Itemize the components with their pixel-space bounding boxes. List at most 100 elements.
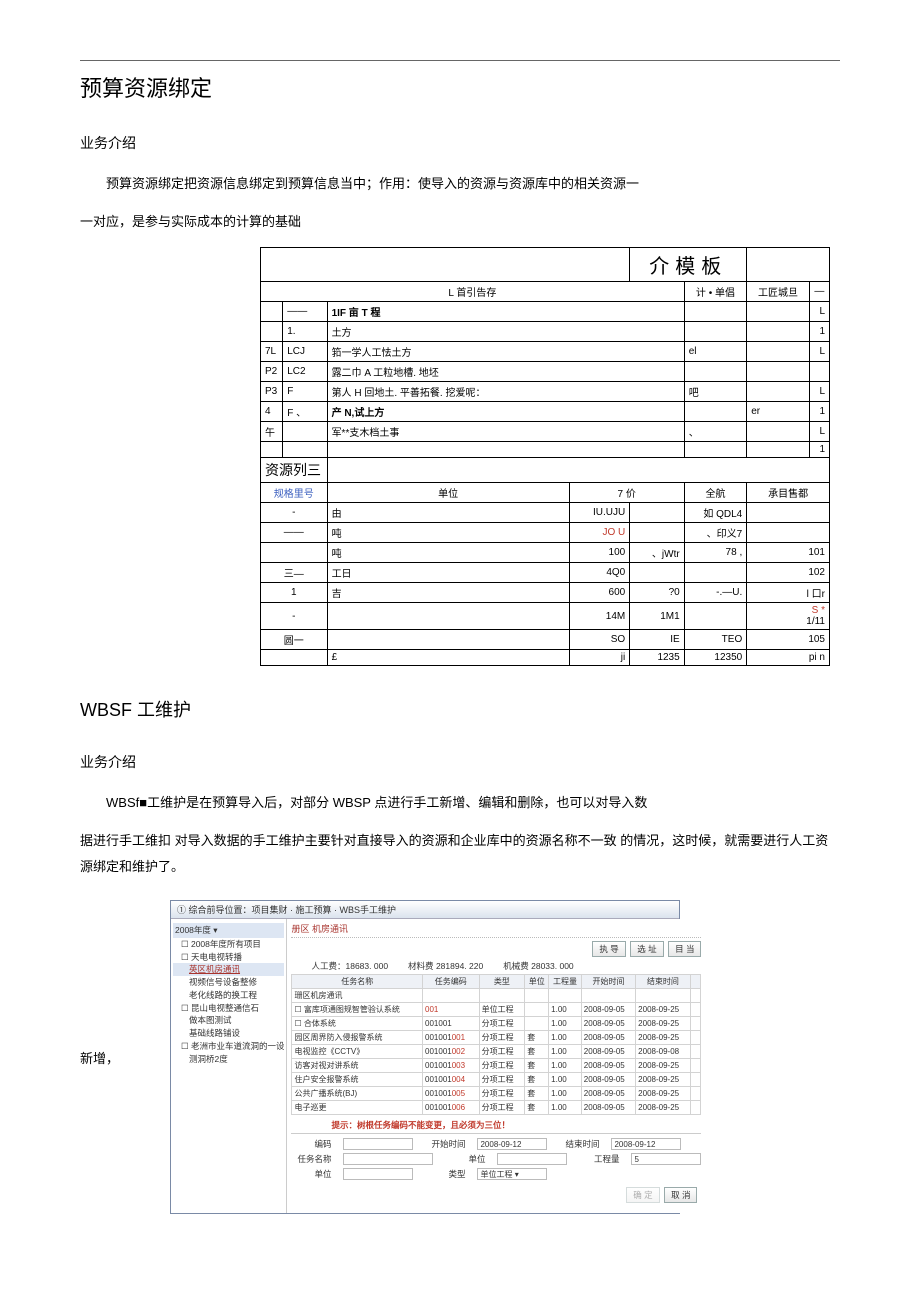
subheading-intro-2: 业务介绍 xyxy=(80,752,840,772)
field-code[interactable] xyxy=(343,1138,413,1150)
field-end[interactable]: 2008-09-12 xyxy=(611,1138,681,1150)
grid-col-header: 工程量 xyxy=(549,975,582,989)
project-tree[interactable]: 2008年度 ▾ ☐ 2008年度所有项目☐ 天电电视转播英区机房通讯视频信号设… xyxy=(171,919,287,1213)
lbl-qty: 工程量 xyxy=(579,1153,619,1165)
hdr2-cy: 承目售都 xyxy=(747,483,830,503)
hdr-unit: 计 • 单倡 xyxy=(684,282,747,302)
toolbar: 执 导 选 址 目 当 xyxy=(291,941,701,957)
btn-ok[interactable]: 确 定 xyxy=(626,1187,659,1203)
lbl-unit: 单位 xyxy=(445,1153,485,1165)
table-row: 4 F 、 产 N,试上方 er 1 xyxy=(261,402,830,422)
lbl-name: 任务名称 xyxy=(291,1153,331,1165)
grid-col-header: 任务名称 xyxy=(292,975,423,989)
table-row: 吨 100 、jWtr 78 , 101 xyxy=(261,543,830,563)
tree-item[interactable]: 英区机房通讯 xyxy=(173,963,284,976)
tree-item[interactable]: 基础线路铺设 xyxy=(173,1027,284,1040)
para-1b: 一对应，是参与实际成本的计算的基础 xyxy=(80,209,840,235)
edit-form: 编码 开始时间 2008-09-12 结束时间 2008-09-12 任务名称 单位… xyxy=(291,1133,701,1180)
lbl-code: 编码 xyxy=(291,1138,331,1150)
table-row: 7L LCJ 筘一学人工怯土方 el L xyxy=(261,342,830,362)
table-row: 三— 工日 4Q0 102 xyxy=(261,563,830,583)
grid-row[interactable]: 住户安全报警系统001001004分项工程套1.002008-09-052008… xyxy=(292,1073,701,1087)
table-row: 1. 土方 1 xyxy=(261,322,830,342)
grid-col-header: 结束时间 xyxy=(636,975,690,989)
field-qty[interactable]: 5 xyxy=(631,1153,701,1165)
field-name[interactable] xyxy=(343,1153,433,1165)
para-1a: 预算资源绑定把资源信息绑定到预算信息当中；作用：使导入的资源与资源库中的相关资源… xyxy=(80,171,840,197)
hdr-mid: L 首引告存 xyxy=(261,282,685,302)
top-rule xyxy=(80,60,840,61)
grid-row[interactable]: 公共广播系统(BJ)001001005分项工程套1.002008-09-0520… xyxy=(292,1087,701,1101)
tree-item[interactable]: ☐ 老洲市业车道流洞的一设 xyxy=(173,1040,284,1053)
table-row: - 由 IU.UJU 如 QDL4 xyxy=(261,503,830,523)
grid-col-header xyxy=(690,975,701,989)
tree-items: ☐ 2008年度所有项目☐ 天电电视转播英区机房通讯视频信号设备整修老化线路的换… xyxy=(173,938,284,1066)
breadcrumb: 册区 机房通讯 xyxy=(291,922,701,938)
tree-item[interactable]: 做本图测试 xyxy=(173,1014,284,1027)
hdr-right: 工匠城旦 xyxy=(747,282,810,302)
add-label: 新增， xyxy=(80,1048,140,1067)
top-rows: —— 1IF 亩 T 程 L 1. 土方 1 7L LCJ 筘一学人工怯土方 e… xyxy=(261,302,830,458)
hdr-dash: — xyxy=(809,282,829,302)
hdr2-price: 7 价 xyxy=(569,483,684,503)
table-row: 1 xyxy=(261,442,830,458)
grid-row[interactable]: 访客对视对讲系统001001003分项工程套1.002008-09-052008… xyxy=(292,1059,701,1073)
grid-col-header: 单位 xyxy=(525,975,549,989)
tree-item[interactable]: ☐ 天电电视转播 xyxy=(173,951,284,964)
field-type[interactable]: 单位工程 ▾ xyxy=(477,1168,547,1180)
table-row: —— 吨 JO U 、印义7 xyxy=(261,523,830,543)
table-row: P3 F 第人 H 回地土. 平善拓餐. 挖爱呢： 吧 L xyxy=(261,382,830,402)
budget-template-table-region: 介模板 L 首引告存 计 • 单倡 工匠城旦 — —— 1IF 亩 T 程 L … xyxy=(260,247,840,666)
grid-row[interactable]: ☐ 合体系统001001分项工程1.002008-09-052008-09-25 xyxy=(292,1017,701,1031)
lbl-u2: 单位 xyxy=(291,1168,331,1180)
grid-row[interactable]: ☐ 富库项通图规智管验认系统001单位工程1.002008-09-052008-… xyxy=(292,1003,701,1017)
field-u2[interactable] xyxy=(343,1168,413,1180)
field-start[interactable]: 2008-09-12 xyxy=(477,1138,547,1150)
btn-2[interactable]: 选 址 xyxy=(630,941,663,957)
cost-stats: 人工费：18683. 000 材料费 281894. 220 机械费 28033… xyxy=(291,960,701,972)
grid-header-row: 任务名称任务编码类型单位工程量开始时间结束时间 xyxy=(292,975,701,989)
heading-budget-binding: 预算资源绑定 xyxy=(80,71,840,103)
table-row: —— 1IF 亩 T 程 L xyxy=(261,302,830,322)
lbl-type: 类型 xyxy=(425,1168,465,1180)
para-2a: WBSf■工维护是在预算导入后，对部分 WBSP 点进行手工新增、编辑和删除，也… xyxy=(80,790,840,816)
para-2b: 据进行手工维扣 对导入数据的手工维护主要针对直接导入的资源和企业库中的资源名称不… xyxy=(80,828,840,880)
hdr2-spec: 规格里号 xyxy=(261,483,328,503)
grid-row[interactable]: 珊区机房通讯 xyxy=(292,989,701,1003)
btn-1[interactable]: 执 导 xyxy=(592,941,625,957)
warning-text: 提示：树根任务编码不能变更，且必须为三位！ xyxy=(331,1119,701,1131)
tree-item[interactable]: 视频信号设备整修 xyxy=(173,976,284,989)
grid-body: 珊区机房通讯☐ 富库项通图规智管验认系统001单位工程1.002008-09-0… xyxy=(292,989,701,1115)
grid-col-header: 任务编码 xyxy=(423,975,480,989)
grid-col-header: 类型 xyxy=(479,975,525,989)
window-title: ① 综合前导位置：项目集财 · 施工预算 · WBS手工维护 xyxy=(171,901,679,919)
subheading-intro-1: 业务介绍 xyxy=(80,133,840,153)
year-selector[interactable]: 2008年度 ▾ xyxy=(173,923,284,938)
grid-row[interactable]: 园区周界防入侵报警系统001001001分项工程套1.002008-09-052… xyxy=(292,1031,701,1045)
tree-item[interactable]: 老化线路的换工程 xyxy=(173,989,284,1002)
table-row: 午 军**支木档土事 、 L xyxy=(261,422,830,442)
heading-wbs: WBSF 工维护 xyxy=(80,696,840,722)
bot-rows: - 由 IU.UJU 如 QDL4 —— 吨 JO U 、印义7 吨 100 、… xyxy=(261,503,830,666)
grid-row[interactable]: 电子巡更001001006分项工程套1.002008-09-052008-09-… xyxy=(292,1101,701,1115)
table-row: £ ji 1235 12350 pi n xyxy=(261,650,830,666)
field-unit[interactable] xyxy=(497,1153,567,1165)
btn-cancel[interactable]: 取 消 xyxy=(664,1187,697,1203)
table-row: - 14M 1M1 S *1/11 xyxy=(261,603,830,630)
tree-item[interactable]: ☐ 2008年度所有项目 xyxy=(173,938,284,951)
hdr2-unit: 单位 xyxy=(327,483,569,503)
table-row: 圆一 SO IE TEO 105 xyxy=(261,630,830,650)
tree-item[interactable]: 测洞桥2度 xyxy=(173,1053,284,1066)
resource-list-label: 资源列三 xyxy=(261,458,328,483)
btn-3[interactable]: 目 当 xyxy=(668,941,701,957)
wbs-screenshot-panel: ① 综合前导位置：项目集财 · 施工预算 · WBS手工维护 2008年度 ▾ … xyxy=(170,900,680,1214)
hdr2-qh: 全航 xyxy=(684,483,747,503)
tree-item[interactable]: ☐ 昆山电视整通信石 xyxy=(173,1002,284,1015)
grid-col-header: 开始时间 xyxy=(581,975,635,989)
grid-row[interactable]: 电视监控《CCTV》001001002分项工程套1.002008-09-0520… xyxy=(292,1045,701,1059)
lbl-start: 开始时间 xyxy=(425,1138,465,1150)
lbl-end: 结束时间 xyxy=(559,1138,599,1150)
budget-template-table: 介模板 L 首引告存 计 • 单倡 工匠城旦 — —— 1IF 亩 T 程 L … xyxy=(260,247,830,666)
task-grid[interactable]: 任务名称任务编码类型单位工程量开始时间结束时间 珊区机房通讯☐ 富库项通图规智管… xyxy=(291,974,701,1115)
table-row: 1 吉 600 ?0 -.—U. l 口r xyxy=(261,583,830,603)
